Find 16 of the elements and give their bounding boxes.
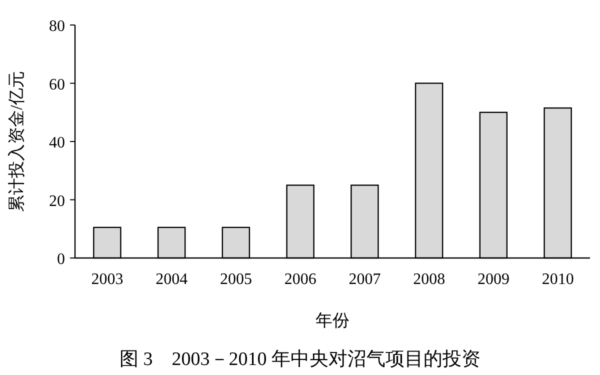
x-tick-label: 2009 [477,271,510,288]
caption: 图 3 2003－2010 年中央对沼气项目的投资 [120,349,480,370]
y-tick-label: 60 [49,76,65,94]
x-tick-label: 2004 [156,271,188,288]
x-tick-label: 2010 [542,271,574,288]
x-axis-title: 年份 [316,311,350,330]
x-tick-label: 2003 [91,271,124,288]
y-tick-label: 20 [49,192,65,210]
x-tick-label: 2005 [220,271,252,288]
x-tick-label: 2006 [284,271,316,288]
y-axis-title: 累计投入资金/亿元 [7,71,26,212]
x-tick-label: 2008 [413,271,446,288]
x-tick-label: 2007 [348,271,381,288]
y-tick-label: 80 [49,18,65,35]
y-tick-label: 0 [57,251,65,268]
y-tick-label: 40 [49,134,65,152]
